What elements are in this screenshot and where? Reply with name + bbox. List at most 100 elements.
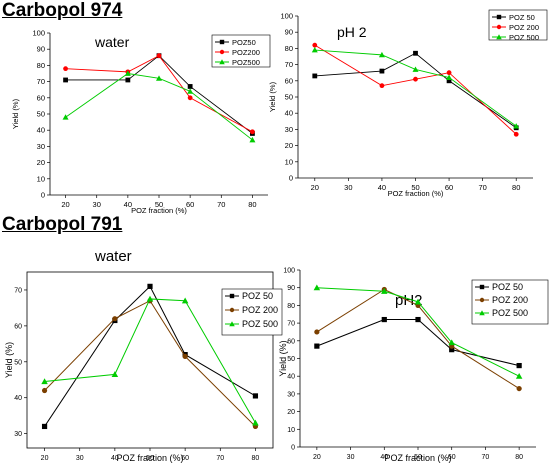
y-tick-label: 80: [37, 61, 45, 70]
x-axis-label: POZ fraction (%): [388, 189, 444, 198]
y-tick-label: 20: [285, 141, 293, 150]
data-point: [413, 50, 418, 56]
y-tick-label: 0: [291, 445, 295, 452]
y-tick-label: 20: [37, 158, 45, 167]
data-point: [182, 353, 188, 360]
legend-label: POZ 500: [509, 33, 539, 42]
data-point: [381, 316, 387, 323]
chart-2: 20 30 40 50 60 70 80 0 10 20 30 40 50 60 70 80 90 100 POZ …: [268, 9, 548, 198]
legend-label: POZ50: [232, 38, 256, 47]
x-tick-label: 20: [61, 200, 69, 209]
y-axis-label: Yield (%): [11, 98, 20, 129]
y-tick-label: 10: [287, 427, 295, 434]
y-tick-label: 0: [41, 191, 45, 200]
data-point: [513, 131, 519, 137]
data-point: [147, 283, 153, 289]
data-point: [41, 378, 48, 385]
y-tick-label: 60: [287, 338, 295, 345]
data-point: [62, 114, 69, 120]
data-point: [378, 51, 385, 58]
x-tick-label: 30: [76, 455, 84, 462]
data-point: [41, 423, 48, 430]
data-point: [515, 372, 523, 379]
x-tick-label: 80: [512, 183, 520, 192]
y-tick-label: 40: [37, 126, 45, 135]
data-point: [124, 70, 131, 76]
y-tick-label: 60: [14, 323, 22, 330]
y-tick-label: 40: [287, 374, 295, 381]
chart-annotation: water: [94, 248, 132, 265]
data-point: [312, 42, 318, 48]
data-point: [513, 123, 520, 129]
data-point: [252, 419, 259, 426]
series-line: [316, 319, 520, 367]
data-point: [379, 68, 385, 74]
series-line: [65, 55, 253, 134]
x-tick-label: 20: [41, 455, 49, 462]
data-point: [312, 73, 318, 79]
x-tick-label: 50: [411, 183, 419, 192]
data-point: [446, 70, 452, 76]
legend-label: POZ 200: [509, 23, 539, 32]
y-tick-label: 70: [14, 287, 22, 294]
legend-label: POZ 50: [242, 291, 273, 301]
series-line: [65, 73, 253, 141]
x-tick-label: 40: [124, 200, 132, 209]
y-tick-label: 90: [37, 45, 45, 54]
series-line: [314, 44, 517, 135]
data-point: [146, 295, 154, 302]
y-tick-label: 60: [285, 76, 293, 85]
x-tick-label: 60: [181, 455, 189, 462]
x-tick-label: 20: [313, 454, 321, 461]
x-tick-label: 70: [216, 455, 224, 462]
x-tick-label: 60: [186, 200, 194, 209]
data-point: [413, 76, 418, 82]
y-tick-label: 90: [285, 28, 293, 37]
y-tick-label: 80: [285, 44, 293, 53]
data-point: [181, 297, 189, 304]
data-point: [249, 136, 256, 143]
legend-label: POZ200: [232, 48, 260, 57]
y-tick-label: 70: [287, 321, 295, 328]
data-point: [63, 77, 68, 83]
data-point: [448, 339, 455, 346]
x-tick-label: 50: [414, 454, 422, 461]
data-point: [314, 343, 320, 349]
data-point: [112, 316, 118, 322]
data-point: [63, 66, 68, 72]
data-point: [449, 347, 455, 353]
data-point: [187, 88, 194, 94]
data-point: [252, 393, 259, 399]
y-tick-label: 90: [287, 285, 295, 292]
heading-carbopol-974: Carbopol 974: [2, 0, 123, 21]
x-tick-label: 50: [155, 200, 163, 209]
data-point: [446, 74, 453, 80]
x-tick-label: 80: [248, 200, 256, 209]
y-axis-label: Yield (%): [278, 340, 288, 376]
y-tick-label: 60: [37, 93, 45, 102]
legend-marker: [229, 293, 235, 299]
y-tick-label: 40: [14, 395, 22, 402]
x-tick-label: 80: [515, 454, 523, 461]
x-tick-label: 40: [378, 183, 386, 192]
y-tick-label: 30: [14, 431, 22, 438]
y-tick-label: 80: [287, 303, 295, 310]
data-point: [415, 316, 421, 323]
x-tick-label: 70: [478, 183, 486, 192]
legend-label: POZ 200: [492, 295, 528, 305]
legend-marker: [219, 59, 225, 65]
legend-marker: [219, 49, 225, 55]
series-line: [314, 49, 517, 127]
legend-marker: [496, 24, 502, 30]
data-point: [187, 95, 193, 101]
chart-1: 20 30 40 50 60 70 80 0 10 20 30 40 50 60 70 80 90 100 POZ …: [11, 29, 271, 215]
legend-label: POZ 500: [492, 308, 528, 318]
data-point: [41, 387, 48, 394]
data-point: [379, 83, 385, 89]
y-tick-label: 20: [287, 409, 295, 416]
data-point: [156, 75, 162, 81]
y-tick-label: 100: [32, 29, 45, 38]
y-tick-label: 10: [37, 174, 45, 183]
y-tick-label: 70: [285, 60, 293, 69]
